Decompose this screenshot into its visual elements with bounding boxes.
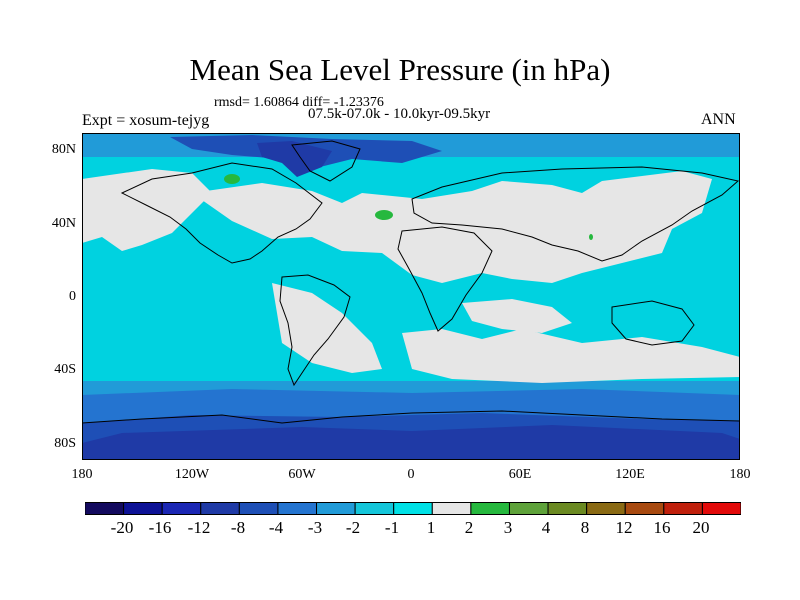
band-pos-north-america [224,174,240,184]
colorbar-label-n3: -3 [307,518,323,537]
colorbar-box [431,502,472,515]
colorbar-label-n2: -2 [345,518,361,537]
coastline-north-america [120,162,323,264]
band-antarctic-deep [82,425,740,460]
colorbar-label-p2: 2 [464,518,474,537]
lon-label-0: 0 [407,467,415,482]
coastline-africa [397,226,493,332]
band-indian-neutral [462,299,572,333]
lon-label-60w: 60W [288,467,316,482]
season-label: ANN [701,111,736,128]
colorbar-box [586,502,626,515]
map-title: Mean Sea Level Pressure (in hPa) [189,52,611,87]
colorbar-box [470,502,510,515]
stats-text: rmsd= 1.60864 diff= -1.23376 [214,95,384,110]
colorbar-box [354,502,395,515]
colorbar [85,502,741,515]
coastline-australia [611,300,695,346]
colorbar-label-n1: -1 [384,518,400,537]
colorbar-label-p20: 20 [692,518,710,537]
colorbar-box [85,502,125,515]
pressure-map [82,133,740,460]
subtitle-text: 07.5k-07.0k - 10.0kyr-09.5kyr [308,106,491,122]
colorbar-box [200,502,240,515]
colorbar-label-n20: -20 [110,518,134,537]
lat-label-80n: 80N [51,142,76,157]
band-pos-north-atlantic [375,210,393,220]
colorbar-label-n4: -4 [268,518,284,537]
colorbar-label-p8: 8 [580,518,590,537]
colorbar-label-n16: -16 [148,518,172,537]
coastline-eurasia [411,166,740,262]
lat-label-40n: 40N [51,216,76,231]
colorbar-box [663,502,703,515]
colorbar-box [123,502,163,515]
band-south-atlantic-neutral [402,329,740,383]
colorbar-label-p12: 12 [615,518,633,537]
experiment-label: Expt = xosum-tejyg [82,112,210,129]
map-frame [82,133,740,460]
colorbar-box [161,502,202,515]
colorbar-label-p3: 3 [503,518,513,537]
coastline-greenland [291,140,361,182]
lat-label-40s: 40S [54,362,76,377]
coastline-group [82,140,740,424]
lat-label-80s: 80S [54,436,76,451]
coastline-south-america [279,274,351,387]
band-south-pacific-neutral [272,283,382,373]
lon-label-60e: 60E [508,467,532,482]
band-greenland-low [257,141,332,177]
lon-label-120e: 120E [615,467,645,482]
colorbar-box [624,502,665,515]
colorbar-label-p16: 16 [653,518,671,537]
colorbar-box [277,502,318,515]
lon-label-180e: 180 [729,467,751,482]
colorbar-box [547,502,588,515]
band-north-america-neutral [192,171,712,283]
colorbar-box [238,502,279,515]
colorbar-box [393,502,433,515]
lon-label-120w: 120W [174,467,210,482]
colorbar-label-n8: -8 [230,518,246,537]
lat-label-0: 0 [69,289,76,304]
colorbar-label-n12: -12 [187,518,211,537]
lon-label-180w: 180 [71,467,93,482]
colorbar-label-p4: 4 [541,518,551,537]
colorbar-box [701,502,741,515]
colorbar-box [316,502,356,515]
colorbar-box [508,502,549,515]
colorbar-label-p1: 1 [426,518,436,537]
coastline-antarctica [82,410,740,424]
band-pos-asia [589,234,593,240]
band-north-pacific-neutral [82,169,212,251]
